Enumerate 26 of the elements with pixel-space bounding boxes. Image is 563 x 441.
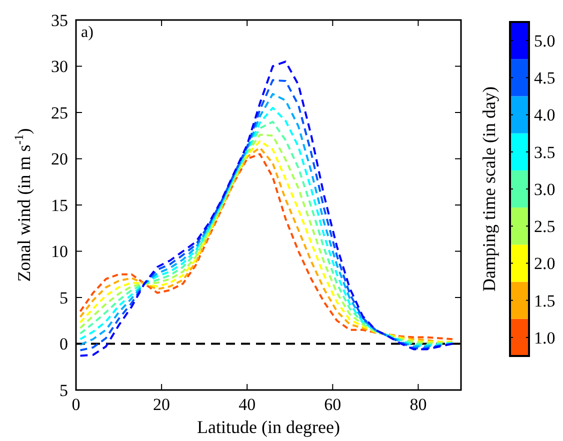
y-tick-label: 10 [51,242,68,262]
y-tick-label: 15 [51,196,68,215]
annotation: a) [81,24,94,41]
y-tick-label: 25 [51,103,68,122]
x-tick-label: 0 [72,395,80,414]
color-bar-label: 1.5 [534,291,556,310]
color-bar-label: 4.0 [534,106,556,125]
y-tick-label: 35 [51,10,68,30]
x-tick-label: 80 [410,395,427,414]
color-bar-label: 4.5 [534,68,556,88]
y-tick-label: 20 [51,150,68,169]
x-axis-title: Latitude (in degree) [197,417,340,437]
y-tick-label: 5 [60,380,68,400]
color-bar-label: 5.0 [534,32,556,51]
color-bar-title: Damping time scale (in day) [479,86,499,292]
x-tick-label: 40 [238,395,256,414]
x-tick-label: 60 [324,395,342,414]
y-tick-label: 0 [60,334,68,354]
color-bar-label: 2.0 [534,254,556,274]
x-tick-label: 20 [153,395,170,414]
y-tick-label: 30 [51,57,68,76]
color-bar-label: 3.0 [534,180,556,199]
color-bar-label: 2.5 [534,217,556,236]
color-bar-label: 1.0 [534,328,556,348]
color-bar-label: 3.5 [534,142,556,162]
y-tick-label: 5 [60,288,68,308]
